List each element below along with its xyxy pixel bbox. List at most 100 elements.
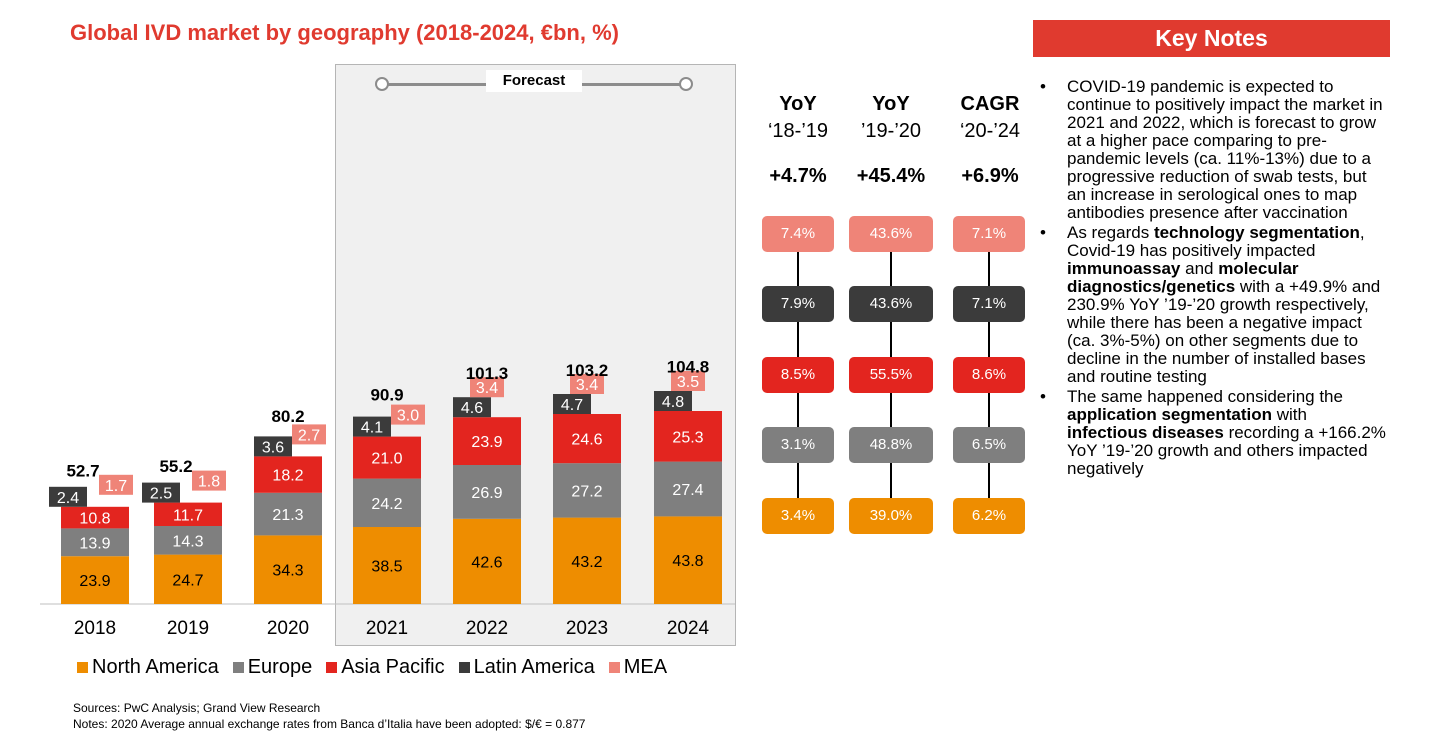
legend-swatch-europe: [232, 662, 244, 673]
growth-pill-latin-america: 7.9%: [762, 286, 834, 322]
x-tick-label: 2019: [167, 618, 209, 639]
legend-item-mea: MEA: [608, 656, 668, 679]
note-emphasis: molecular diagnostics/genetics: [1067, 259, 1299, 296]
value-label-latin-america: 4.1: [361, 420, 383, 437]
bar-segment-mea: [470, 377, 504, 398]
note-text: COVID-19 pandemic is expected to continu…: [1067, 77, 1383, 222]
growth-header-total: +45.4%: [856, 165, 926, 187]
bar-segment-asia-pacific: [353, 436, 421, 479]
value-label-europe: 13.9: [79, 535, 110, 552]
x-tick-label: 2023: [566, 618, 608, 639]
value-label-asia-pacific: 21.0: [371, 451, 402, 468]
note-emphasis: immunoassay: [1067, 259, 1181, 278]
bullet-icon: •: [1040, 77, 1046, 96]
growth-pill-latin-america: 43.6%: [849, 286, 933, 322]
value-label-mea: 1.7: [105, 478, 127, 495]
value-label-north-america: 38.5: [371, 559, 402, 576]
total-label: 101.3: [466, 364, 509, 383]
value-label-north-america: 24.7: [172, 572, 203, 589]
bar-segment-latin-america: [254, 436, 292, 457]
growth-pill-asia-pacific: 8.5%: [762, 357, 834, 393]
x-tick-label: 2018: [74, 618, 116, 639]
growth-pill-latin-america: 7.1%: [953, 286, 1025, 322]
growth-pill-europe: 48.8%: [849, 427, 933, 463]
total-label: 55.2: [159, 457, 192, 476]
bar-segment-europe: [654, 461, 722, 517]
value-label-asia-pacific: 25.3: [672, 429, 703, 446]
bar-segment-north-america: [254, 535, 322, 604]
key-note: • As regards technology segmentation, Co…: [1040, 224, 1390, 386]
growth-header-period: ‘18-’19: [767, 120, 829, 142]
chart-title: Global IVD market by geography (2018-202…: [70, 20, 619, 45]
forecast-label: Forecast: [486, 70, 582, 92]
value-label-asia-pacific: 11.7: [173, 507, 203, 524]
total-label: 103.2: [566, 361, 609, 380]
growth-pill-mea: 7.4%: [762, 216, 834, 252]
legend-swatch-mea: [608, 662, 620, 673]
bar-segment-latin-america: [654, 391, 692, 411]
bar-segment-north-america: [453, 518, 521, 604]
note-emphasis: technology segmentation: [1153, 223, 1360, 242]
x-tick-label: 2022: [466, 618, 508, 639]
bar-segment-north-america: [654, 516, 722, 604]
legend-swatch-asia-pacific: [326, 662, 338, 673]
bar-segment-latin-america: [453, 397, 491, 418]
x-tick-label: 2021: [366, 618, 408, 639]
total-label: 80.2: [271, 407, 304, 426]
value-label-asia-pacific: 23.9: [471, 434, 502, 451]
growth-header-type: CAGR: [960, 93, 1020, 115]
value-label-europe: 21.3: [272, 507, 303, 524]
bar-segment-north-america: [553, 517, 621, 604]
value-label-latin-america: 4.7: [561, 397, 583, 414]
growth-pill-north-america: 39.0%: [849, 498, 933, 534]
growth-header-total: +6.9%: [961, 165, 1019, 187]
bar-segment-mea: [391, 404, 425, 425]
value-label-mea: 3.0: [397, 408, 419, 425]
growth-header-type: YoY: [872, 93, 910, 115]
total-label: 52.7: [66, 462, 99, 481]
value-label-mea: 1.8: [198, 474, 220, 491]
value-label-latin-america: 2.5: [150, 486, 172, 503]
legend-swatch-north-america: [77, 662, 88, 673]
note-text: recording a +166.2% YoY ’19-’20 growth a…: [1067, 423, 1386, 478]
value-label-mea: 3.4: [576, 377, 598, 394]
key-notes-list: • COVID-19 pandemic is expected to conti…: [1040, 78, 1390, 480]
value-label-mea: 2.7: [298, 427, 320, 444]
legend-item-europe: Europe: [232, 656, 312, 679]
growth-column-header: YoY ‘18-’19 +4.7%: [753, 93, 843, 188]
bar-segment-europe: [254, 492, 322, 536]
bar-segment-mea: [292, 424, 326, 445]
value-label-europe: 27.4: [672, 482, 703, 499]
bar-segment-latin-america: [553, 394, 591, 414]
bar-segment-europe: [453, 465, 521, 519]
note-text: with a +49.9% and 230.9% YoY ’19-’20 gro…: [1067, 277, 1381, 386]
legend-swatch-latin-america: [458, 662, 470, 673]
sources-text: Sources: PwC Analysis; Grand View Resear…: [73, 701, 321, 715]
forecast-start-dot: [375, 77, 389, 91]
bar-segment-asia-pacific: [553, 414, 621, 464]
legend-label: MEA: [623, 656, 668, 678]
total-label: 90.9: [370, 385, 403, 404]
value-label-mea: 3.4: [476, 380, 498, 397]
growth-pill-north-america: 3.4%: [762, 498, 834, 534]
growth-column-header: CAGR ‘20-’24 +6.9%: [945, 93, 1035, 188]
bar-segment-asia-pacific: [254, 456, 322, 493]
bar-segment-asia-pacific: [61, 506, 129, 529]
bar-segment-asia-pacific: [453, 417, 521, 465]
key-note: • COVID-19 pandemic is expected to conti…: [1040, 78, 1390, 222]
value-label-asia-pacific: 24.6: [571, 432, 602, 449]
value-label-latin-america: 4.6: [461, 400, 483, 417]
legend-item-asia-pacific: Asia Pacific: [326, 656, 445, 679]
x-tick-label: 2020: [267, 618, 309, 639]
bar-segment-north-america: [61, 556, 129, 604]
bar-segment-north-america: [353, 527, 421, 604]
value-label-asia-pacific: 10.8: [79, 511, 110, 528]
chart-legend: North America Europe Asia Pacific Latin …: [77, 656, 667, 679]
bar-segment-mea: [192, 470, 226, 491]
bar-segment-asia-pacific: [154, 502, 222, 526]
bar-segment-mea: [570, 374, 604, 394]
value-label-north-america: 43.2: [571, 554, 602, 571]
value-label-north-america: 42.6: [471, 554, 502, 571]
legend-item-north-america: North America: [77, 656, 219, 679]
legend-label: North America: [92, 656, 219, 678]
